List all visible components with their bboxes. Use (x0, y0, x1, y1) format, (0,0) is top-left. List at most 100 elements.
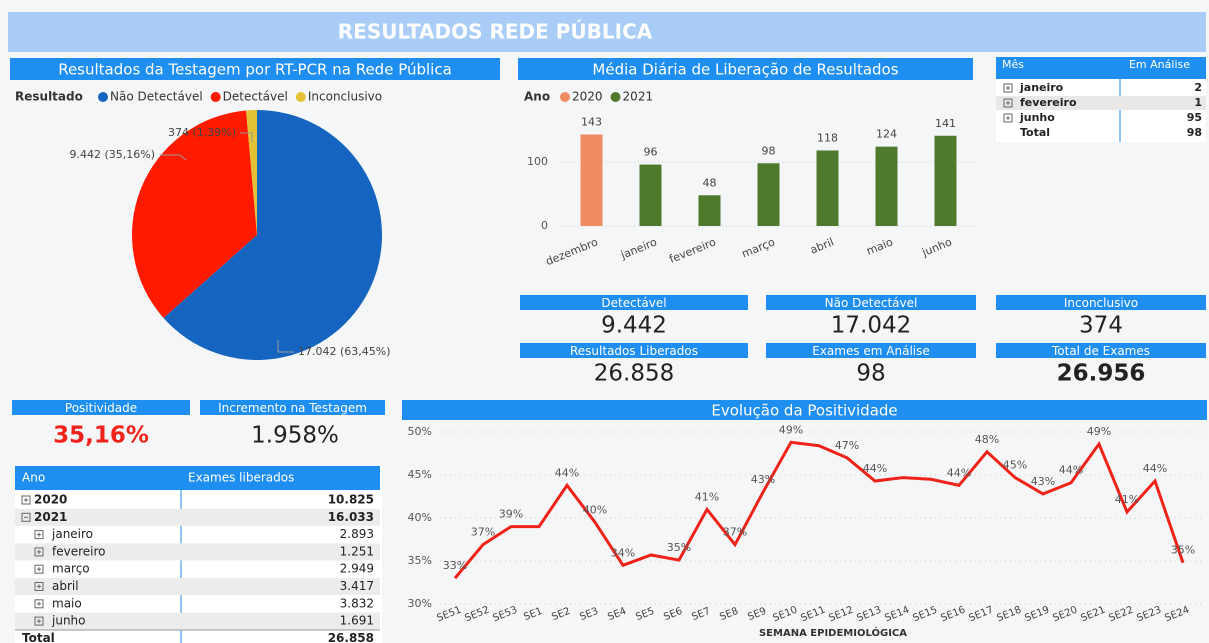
leader-line (160, 154, 187, 161)
row-stripe (15, 578, 380, 595)
table-cell: 10.825 (328, 493, 374, 507)
data-label: 43% (1031, 475, 1055, 488)
bar (934, 135, 957, 226)
panel-title-bar (10, 58, 500, 80)
bar (639, 164, 662, 226)
panel-title: Inconclusivo (1064, 296, 1138, 310)
bar-value-label: 124 (876, 128, 897, 141)
panel-title-bar (12, 400, 190, 415)
leader-line (240, 132, 253, 142)
table-cell: junho (51, 614, 86, 628)
row-stripe (15, 543, 380, 561)
table-cell: 98 (1187, 126, 1202, 139)
row-stripe (15, 612, 380, 630)
table-cell: Total (1020, 126, 1050, 139)
panel-title: Resultados Liberados (570, 344, 698, 358)
card-value: 17.042 (831, 313, 911, 339)
table-header: Em Análise (1129, 58, 1190, 71)
legend-label: 2020 (572, 90, 603, 104)
expand-icon (1003, 113, 1013, 123)
legend-label: Detectável (223, 90, 288, 104)
legend-label: Inconclusivo (308, 90, 382, 104)
bar (698, 195, 721, 226)
table-cell: 1.251 (340, 544, 374, 558)
card-value: 9.442 (601, 313, 667, 339)
y-tick-label: 35% (408, 554, 432, 567)
data-label: 44% (947, 466, 971, 479)
legend-marker (560, 92, 570, 102)
expand-icon (34, 616, 44, 626)
card-value: 26.956 (1057, 361, 1146, 387)
expand-icon (34, 582, 44, 591)
header-bar (8, 12, 1206, 52)
table-cell: maio (52, 596, 82, 610)
data-label: 41% (695, 490, 719, 503)
panel-title-bar (200, 400, 385, 415)
panel-title-bar (996, 343, 1206, 358)
bar (875, 146, 898, 226)
table-cell: 2020 (34, 493, 67, 507)
table-header: Mês (1002, 58, 1024, 71)
y-tick-label: 45% (408, 468, 432, 481)
panel-title: Resultados da Testagem por RT-PCR na Red… (58, 61, 452, 79)
legend-marker (210, 92, 221, 102)
data-label: 44% (555, 466, 579, 479)
table-cell: abril (52, 579, 79, 593)
expand-icon (1003, 98, 1013, 108)
bar-value-label: 143 (581, 115, 602, 128)
table-cell: 1 (1194, 96, 1202, 109)
table-cell: 1.691 (340, 614, 374, 628)
data-label: 45% (1003, 459, 1027, 472)
table-cell: 16.033 (328, 510, 374, 524)
bar-value-label: 48 (703, 176, 717, 189)
legend-title: Resultado (15, 90, 83, 104)
expand-icon (34, 564, 44, 574)
pie-slice (163, 110, 383, 360)
panel-title-bar (996, 295, 1206, 310)
data-label: 37% (723, 526, 747, 539)
panel-title: Detectável (601, 296, 666, 310)
table-cell: 3.832 (340, 596, 374, 610)
expand-icon (21, 495, 31, 505)
legend-title: Ano (524, 90, 550, 104)
y-tick-label: 0 (541, 219, 548, 232)
panel-title: Não Detectável (825, 296, 918, 310)
panel-title: Evolução da Positividade (711, 402, 897, 420)
data-label: 35% (1171, 544, 1195, 557)
y-tick-label: 50% (408, 425, 432, 438)
table-cell: fevereiro (52, 544, 106, 558)
x-axis-label: SEMANA EPIDEMIOLÓGICA (759, 626, 907, 639)
table-cell: janeiro (1019, 81, 1064, 94)
pie-slice (131, 110, 257, 318)
table-cell: 3.417 (340, 579, 374, 593)
pie-slice (246, 110, 257, 235)
table-cell: 26.858 (328, 631, 374, 643)
bar-value-label: 141 (935, 117, 956, 130)
table-header-bar (15, 466, 380, 490)
panel-title: Incremento na Testagem (218, 401, 367, 415)
data-label: 49% (779, 423, 803, 436)
bar-value-label: 118 (817, 131, 838, 144)
panel-title-bar (766, 343, 976, 358)
expand-icon (34, 599, 44, 609)
y-tick-label: 100 (527, 155, 548, 168)
panel-title: Exames em Análise (812, 344, 930, 358)
table-cell: junho (1019, 111, 1055, 124)
table-header-bar (996, 57, 1206, 79)
panel-title-bar (766, 295, 976, 310)
data-label: 44% (1059, 464, 1083, 477)
legend-label: 2021 (623, 90, 654, 104)
panel-title: Positividade (65, 401, 137, 415)
data-label: 44% (1143, 462, 1167, 475)
line-series (453, 440, 1185, 580)
legend-marker (295, 92, 306, 102)
expand-icon (34, 547, 44, 557)
table-header: Ano (22, 471, 45, 485)
table-cell: 2.893 (340, 527, 374, 541)
table-header: Exames liberados (188, 471, 294, 485)
header-title: RESULTADOS REDE PÚBLICA (338, 20, 653, 44)
data-label: 35% (667, 541, 691, 554)
panel-title: Média Diária de Liberação de Resultados (592, 61, 898, 79)
legend-marker (610, 92, 621, 102)
